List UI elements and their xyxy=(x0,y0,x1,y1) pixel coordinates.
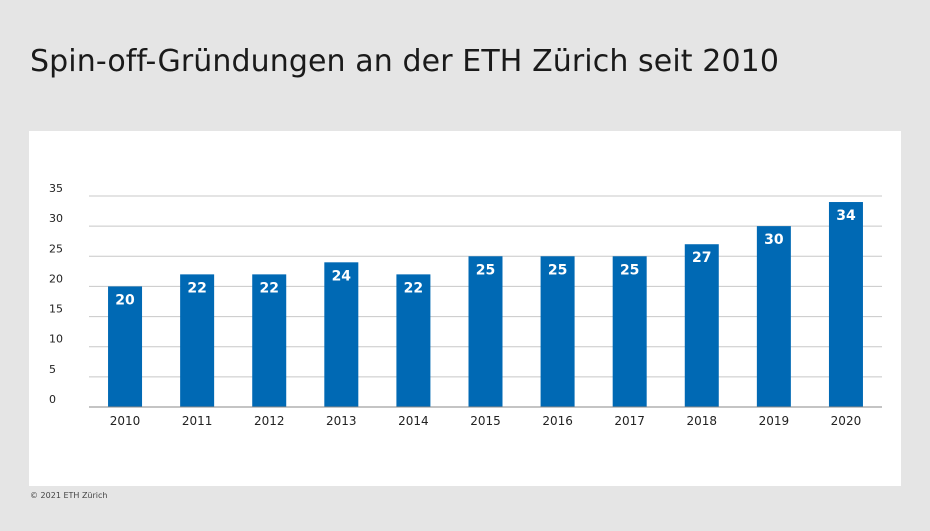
bar-2010 xyxy=(108,286,143,407)
bar-2012 xyxy=(252,274,287,407)
chart-title: Spin-off-Gründungen an der ETH Zürich se… xyxy=(30,44,780,79)
bar-2013 xyxy=(324,262,359,407)
bar-2019 xyxy=(756,226,791,407)
x-tick-label: 2015 xyxy=(470,414,501,428)
x-tick-label: 2019 xyxy=(759,414,790,428)
x-axis-tick-labels: 2010 2011 2012 2013 2014 2015 2016 2017 2018 2019… xyxy=(110,414,861,428)
x-tick-label: 2013 xyxy=(326,414,357,428)
data-label-2018: 27 xyxy=(692,250,711,266)
data-label-2020: 34 xyxy=(836,208,856,224)
y-tick-label: 0 xyxy=(49,393,56,406)
y-tick-label: 5 xyxy=(49,363,56,376)
data-label-2013: 24 xyxy=(332,268,352,284)
data-label-2012: 22 xyxy=(259,280,278,296)
y-tick-label: 35 xyxy=(49,182,63,195)
y-tick-label: 15 xyxy=(49,303,63,316)
bar-2011 xyxy=(180,274,215,407)
x-tick-label: 2011 xyxy=(182,414,213,428)
y-tick-label: 20 xyxy=(49,272,63,285)
x-tick-label: 2012 xyxy=(254,414,285,428)
bar-2016 xyxy=(540,256,575,407)
bars xyxy=(108,202,863,407)
copyright-footer: © 2021 ETH Zürich xyxy=(30,491,108,500)
bar-chart: 0 5 10 15 20 25 30 35 20 22 22 24 22 25 25 25 27 30 34 20… xyxy=(49,182,882,428)
data-label-2019: 30 xyxy=(764,232,784,248)
x-tick-label: 2014 xyxy=(398,414,429,428)
data-label-2010: 20 xyxy=(115,292,135,308)
bar-2018 xyxy=(684,244,719,407)
bar-2017 xyxy=(612,256,647,407)
y-tick-label: 25 xyxy=(49,242,63,255)
y-tick-label: 10 xyxy=(49,333,63,346)
x-tick-label: 2020 xyxy=(831,414,862,428)
y-axis-tick-labels: 0 5 10 15 20 25 30 35 xyxy=(49,182,63,406)
data-labels: 20 22 22 24 22 25 25 25 27 30 34 xyxy=(115,208,856,308)
x-tick-label: 2017 xyxy=(614,414,645,428)
data-label-2014: 22 xyxy=(404,280,423,296)
chart-panel: 0 5 10 15 20 25 30 35 20 22 22 24 22 25 25 25 27 30 34 20… xyxy=(29,131,901,486)
bar-2015 xyxy=(468,256,503,407)
data-label-2017: 25 xyxy=(620,262,639,278)
y-tick-label: 30 xyxy=(49,212,63,225)
x-tick-label: 2010 xyxy=(110,414,141,428)
x-tick-label: 2018 xyxy=(686,414,717,428)
bar-2020 xyxy=(828,202,863,407)
x-tick-label: 2016 xyxy=(542,414,573,428)
data-label-2015: 25 xyxy=(476,262,495,278)
data-label-2011: 22 xyxy=(187,280,206,296)
bar-2014 xyxy=(396,274,431,407)
data-label-2016: 25 xyxy=(548,262,567,278)
